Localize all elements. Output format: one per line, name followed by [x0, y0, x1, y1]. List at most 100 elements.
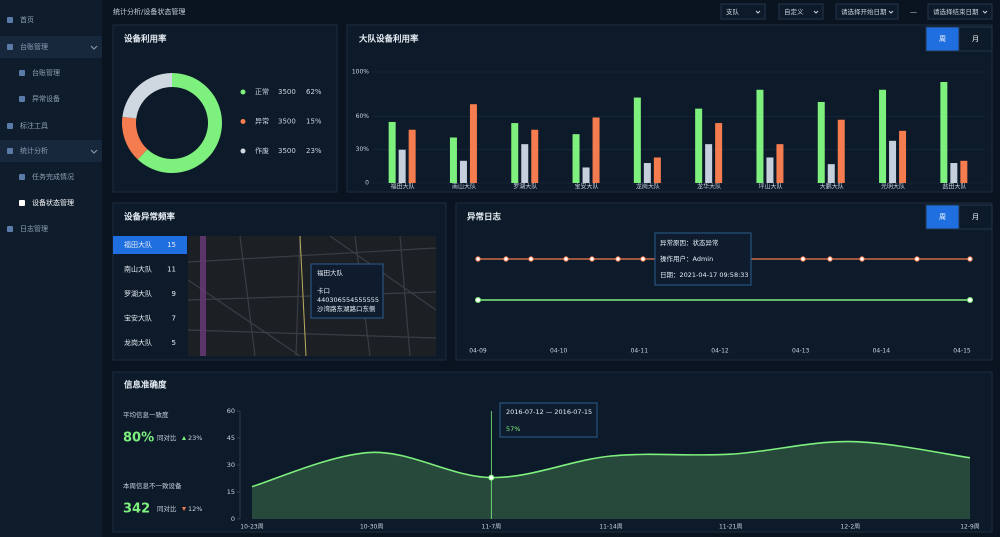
bar [940, 81, 948, 183]
list-count[interactable]: 11 [167, 266, 176, 274]
menu-item[interactable]: 设备状态管理 [32, 198, 74, 207]
bar [653, 157, 661, 183]
list-count[interactable]: 15 [167, 241, 176, 249]
tab-label[interactable]: 月 [972, 213, 979, 221]
list-count[interactable]: 7 [172, 315, 176, 323]
bar [705, 144, 713, 183]
bar [879, 89, 887, 183]
list-name[interactable]: 福田大队 [124, 240, 152, 249]
x-tick-label: 04-14 [873, 348, 891, 355]
x-tick-label: 10-30周 [360, 524, 383, 531]
y-tick-label: 0 [365, 180, 369, 187]
legend-percent: 23% [306, 147, 322, 155]
event-dot [475, 256, 481, 262]
dropdown-arrow [755, 10, 761, 14]
menu-item[interactable]: 异常设备 [32, 94, 60, 103]
bar [837, 119, 845, 183]
bar [592, 117, 600, 183]
menu-icon [7, 148, 13, 154]
tab-label[interactable]: 周 [939, 213, 946, 221]
tab[interactable] [925, 204, 960, 230]
tab[interactable] [925, 26, 960, 52]
menu-item[interactable]: 任务完成情况 [32, 172, 74, 181]
panel [112, 24, 338, 193]
filter-select[interactable] [778, 3, 824, 20]
menu-icon [7, 123, 13, 129]
legend-count: 3500 [278, 147, 296, 155]
menu-item[interactable]: 统计分析 [20, 146, 48, 155]
menu-item[interactable]: 首页 [20, 15, 34, 24]
legend-dot [240, 89, 246, 95]
list-name[interactable]: 宝安大队 [124, 314, 152, 323]
dropdown-arrow [888, 10, 894, 14]
x-tick-label: 11-14周 [599, 524, 622, 531]
log-tooltip-text: 异常原因：状态异常 [660, 238, 719, 247]
event-dot [503, 256, 509, 262]
panel [112, 371, 993, 533]
menu-icon [19, 96, 25, 102]
area-line [251, 440, 971, 488]
legend-count: 3500 [278, 118, 296, 126]
bar [960, 160, 968, 183]
bar [827, 164, 835, 183]
filter-select[interactable] [835, 3, 899, 20]
map-tooltip-text: 福田大队 [317, 268, 344, 277]
menu-icon [7, 17, 13, 23]
legend-percent: 62% [306, 88, 322, 96]
pie-slice [122, 116, 148, 160]
x-tick-label: 04-10 [550, 348, 568, 355]
bar [766, 157, 774, 183]
bar [398, 149, 406, 183]
menu-item[interactable]: 日志管理 [20, 224, 48, 233]
arrow-down [182, 507, 186, 511]
filter-text[interactable]: 支队 [726, 7, 740, 16]
tab[interactable] [958, 204, 993, 230]
y-tick-label: 60 [227, 407, 235, 415]
bar [776, 144, 784, 183]
x-tick-label: 11-21周 [719, 524, 742, 531]
filter-separator: — [910, 8, 917, 16]
menu-item[interactable]: 台账管理 [20, 42, 48, 51]
tab-label[interactable]: 周 [939, 35, 946, 43]
bar [521, 144, 529, 183]
stat-compare: 同对比 [157, 433, 177, 442]
menu-item[interactable]: 台账管理 [32, 68, 60, 77]
filter-text[interactable]: 请选择结束日期 [933, 7, 979, 16]
x-tick-label: 福田大队 [391, 183, 415, 191]
menu-item[interactable]: 标注工具 [20, 121, 48, 130]
x-tick-label: 龙华大队 [697, 183, 721, 191]
menu-icon [7, 226, 13, 232]
event-dot [640, 256, 646, 262]
legend-label: 作废 [255, 146, 269, 155]
log-tooltip-text: 日期：2021-04-17 09:58:33 [660, 271, 749, 279]
map-tooltip-text: 沙湾路东湖路口东侧 [317, 304, 376, 313]
filter-text[interactable]: 自定义 [784, 7, 804, 16]
event-dot [827, 256, 833, 262]
list-name[interactable]: 罗湖大队 [124, 289, 152, 298]
bar [449, 137, 457, 183]
filter-select[interactable] [927, 3, 993, 20]
stat-compare: 同对比 [157, 504, 177, 513]
list-count[interactable]: 5 [172, 339, 176, 347]
event-dot [859, 256, 865, 262]
x-tick-label: 宝安大队 [575, 183, 599, 191]
log-tooltip-box [654, 232, 752, 286]
list-name[interactable]: 南山大队 [124, 265, 152, 274]
filter-text[interactable]: 请选择开始日期 [841, 7, 887, 16]
menu-icon [19, 200, 25, 206]
tab-label[interactable]: 月 [972, 35, 979, 43]
tooltip-value: 57% [506, 425, 520, 433]
event-dot [475, 297, 481, 303]
bar [817, 101, 825, 183]
filter-select[interactable] [720, 3, 766, 20]
tab[interactable] [958, 26, 993, 52]
y-tick-label: 15 [227, 488, 235, 496]
x-tick-label: 04-09 [469, 348, 487, 355]
dropdown-arrow [982, 10, 988, 14]
tooltip-range: 2016-07-12 — 2016-07-15 [506, 408, 592, 416]
list-count[interactable]: 9 [172, 290, 176, 298]
list-row-active[interactable] [113, 236, 187, 254]
list-name[interactable]: 龙岗大队 [124, 338, 152, 347]
bar [889, 140, 897, 183]
